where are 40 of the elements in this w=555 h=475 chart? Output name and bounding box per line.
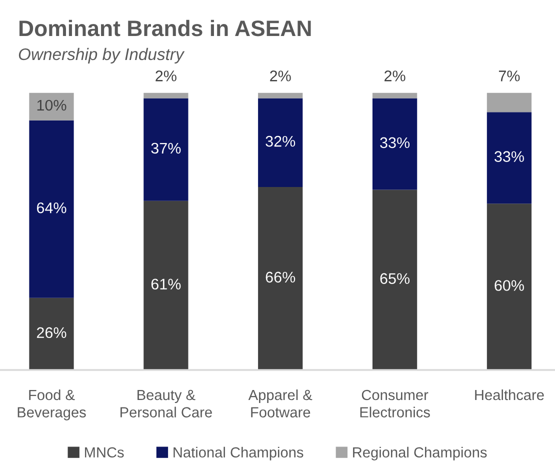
bar	[486, 92, 532, 112]
bar	[372, 92, 418, 98]
bar	[144, 98, 188, 201]
bar	[372, 98, 418, 190]
bar	[258, 186, 303, 370]
data-label: 61%	[151, 278, 181, 290]
data-label: 66%	[266, 272, 296, 283]
legend-label: MNCs	[85, 447, 124, 458]
data-label: 10%	[37, 100, 66, 111]
x-tick-label: Consumer Electronics	[360, 390, 430, 418]
data-label: 2%	[270, 70, 291, 82]
data-label: 7%	[498, 70, 520, 82]
bar	[29, 92, 74, 120]
chart-subtitle: Ownership by Industry	[18, 48, 185, 64]
data-label: 2%	[384, 70, 406, 82]
data-label: 32%	[266, 136, 296, 147]
x-tick-label: Healthcare	[475, 389, 544, 400]
data-label: 33%	[494, 151, 524, 162]
data-label: 60%	[494, 280, 524, 291]
x-tick-label: Food & Beverages	[18, 389, 86, 420]
x-tick-label: Beauty & Personal Care	[120, 390, 212, 418]
legend-label: Regional Champions	[353, 446, 487, 460]
bar	[144, 92, 188, 98]
data-label: 37%	[151, 142, 181, 154]
bar	[486, 204, 532, 370]
bar	[29, 298, 74, 370]
data-label: 64%	[36, 202, 66, 214]
legend-label: National Champions	[174, 446, 304, 460]
bar	[486, 112, 532, 204]
x-tick-label: Apparel & Footware	[248, 389, 312, 418]
data-label: 2%	[156, 70, 176, 82]
bar	[144, 200, 188, 370]
bar	[372, 190, 418, 370]
chart-title: Dominant Brands in ASEAN	[19, 20, 311, 36]
bar	[29, 120, 74, 298]
bar	[258, 92, 303, 98]
data-label: 65%	[380, 273, 410, 284]
data-label: 26%	[36, 327, 66, 338]
data-label: 33%	[380, 137, 410, 148]
bar	[258, 98, 303, 187]
